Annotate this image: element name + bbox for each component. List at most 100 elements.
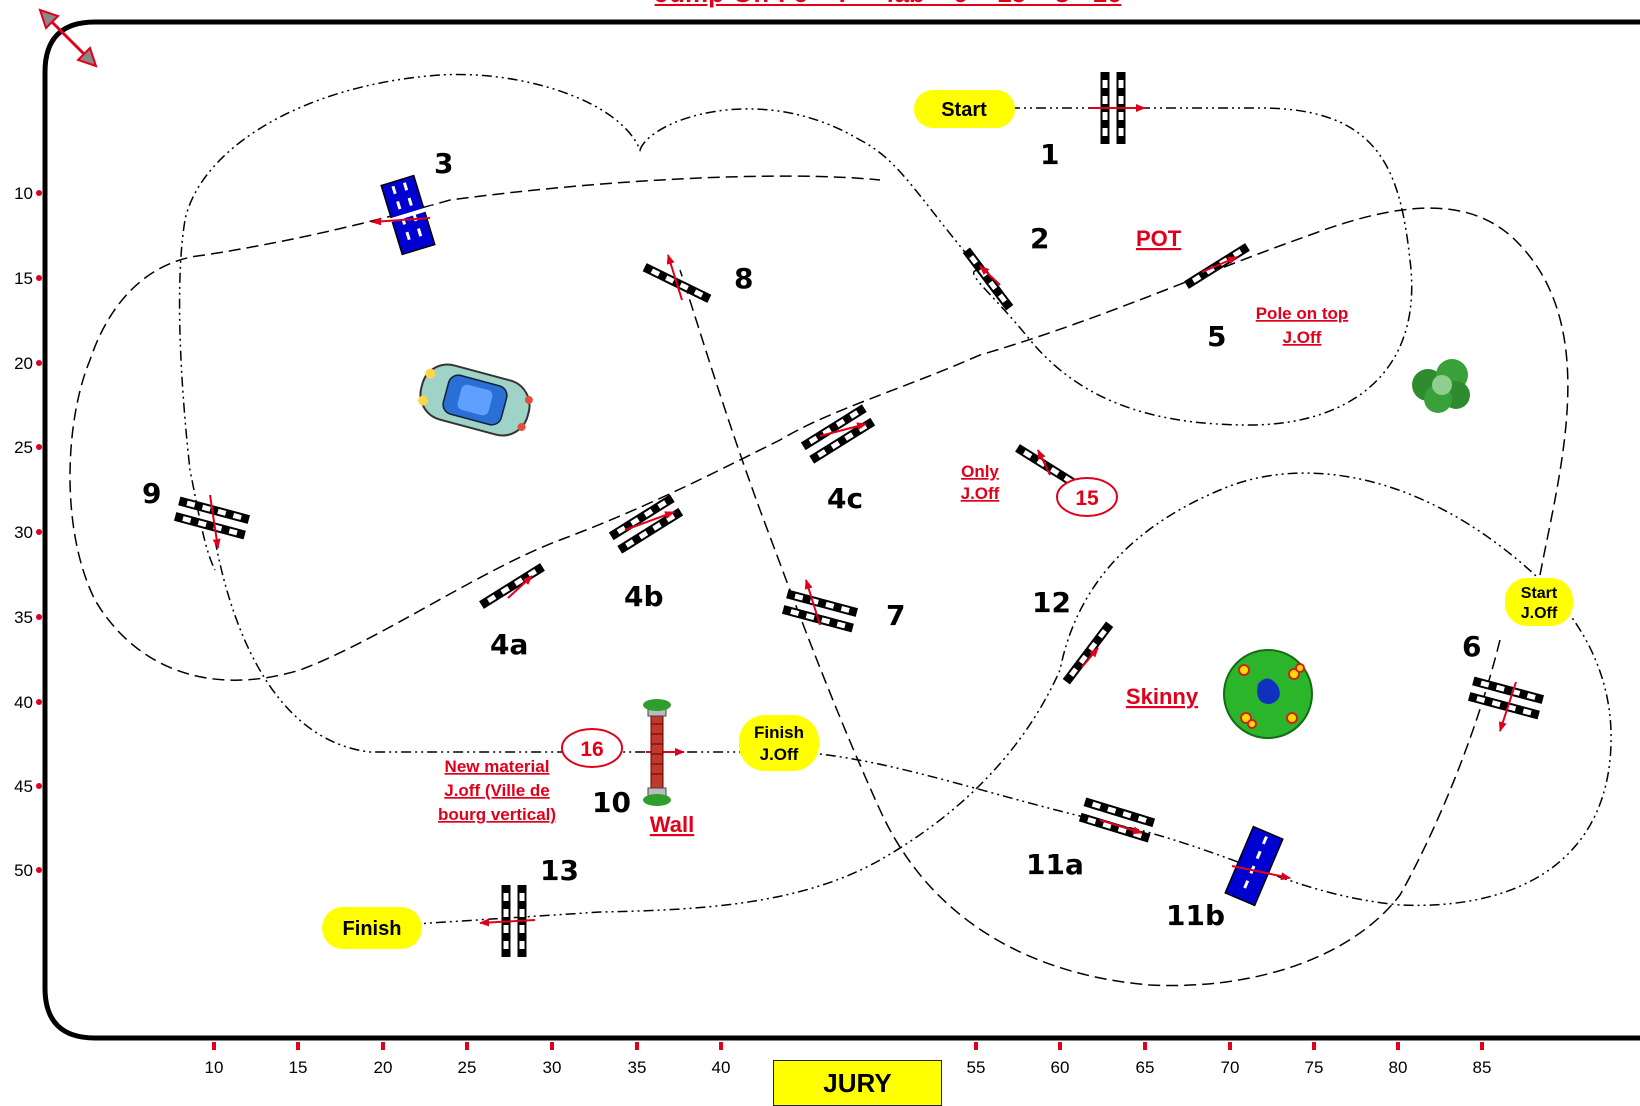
x-tick: 35 bbox=[628, 1042, 647, 1077]
main-track bbox=[178, 73, 1413, 571]
x-tick-label: 35 bbox=[628, 1058, 647, 1077]
arena-border bbox=[42, 19, 1640, 1041]
fence-number-2: 2 bbox=[1030, 222, 1049, 255]
y-tick: 35 bbox=[14, 608, 42, 627]
x-tick: 70 bbox=[1221, 1042, 1240, 1077]
y-tick-label: 35 bbox=[14, 608, 33, 627]
fence-number-13: 13 bbox=[540, 854, 579, 887]
new-material-note-2: J.off (Ville de bbox=[444, 781, 550, 800]
new-material-note-1: New material bbox=[445, 757, 550, 776]
pot-note: POT bbox=[1136, 226, 1182, 251]
y-tick: 20 bbox=[14, 354, 42, 373]
start-joff-marker: Start J.Off bbox=[1505, 578, 1573, 626]
y-tick-label: 50 bbox=[14, 861, 33, 880]
new-material-note-3: bourg vertical) bbox=[438, 805, 556, 824]
fence-number-5: 5 bbox=[1207, 320, 1226, 353]
only-joff-note-2: J.Off bbox=[961, 484, 1000, 503]
jury-box: JURY bbox=[773, 1060, 942, 1106]
x-tick: 55 bbox=[967, 1042, 986, 1077]
wall-note: Wall bbox=[650, 812, 694, 837]
x-tick-label: 80 bbox=[1389, 1058, 1408, 1077]
x-tick: 15 bbox=[289, 1042, 307, 1077]
fence-number-4a: 4a bbox=[490, 628, 528, 661]
y-tick: 15 bbox=[14, 269, 42, 288]
x-axis-ticks: 10 15 20 25 30 35 40 55 60 65 70 75 80 85 bbox=[205, 1042, 1492, 1077]
x-tick-label: 70 bbox=[1221, 1058, 1240, 1077]
y-tick: 40 bbox=[14, 693, 42, 712]
fence-number-4b: 4b bbox=[624, 580, 664, 613]
y-tick-label: 25 bbox=[14, 438, 33, 457]
x-tick: 80 bbox=[1389, 1042, 1408, 1077]
fence-number-7: 7 bbox=[886, 599, 905, 632]
x-tick-label: 30 bbox=[543, 1058, 562, 1077]
fence-number-10: 10 bbox=[592, 786, 631, 819]
x-tick-label: 40 bbox=[712, 1058, 731, 1077]
fence-4a bbox=[479, 563, 545, 609]
x-tick: 60 bbox=[1051, 1042, 1070, 1077]
car-icon bbox=[418, 363, 533, 437]
x-tick-label: 25 bbox=[458, 1058, 477, 1077]
fence-number-11b: 11b bbox=[1166, 899, 1225, 932]
finish-joff-marker: Finish J.Off bbox=[739, 715, 819, 771]
fence-3 bbox=[371, 174, 436, 256]
course-title: Jump-Off : 6 – 7 – 4ab – 9 – 15 – 3 - 16 bbox=[0, 0, 1640, 9]
fence-11b bbox=[1224, 825, 1284, 907]
course-tracks bbox=[69, 73, 1612, 987]
x-tick-label: 65 bbox=[1136, 1058, 1155, 1077]
y-tick: 50 bbox=[14, 861, 42, 880]
y-tick-label: 40 bbox=[14, 693, 33, 712]
x-tick-label: 55 bbox=[967, 1058, 986, 1077]
jumpoff-15-badge: 15 bbox=[1056, 477, 1118, 517]
fence-4b bbox=[608, 494, 684, 554]
fence-2 bbox=[962, 247, 1014, 311]
y-tick: 45 bbox=[14, 777, 42, 796]
y-tick-label: 15 bbox=[14, 269, 33, 288]
finish-joff-label-1: Finish bbox=[754, 723, 804, 742]
finish-marker: Finish bbox=[322, 907, 422, 949]
fence-number-8: 8 bbox=[734, 262, 753, 295]
start-joff-label-2: J.Off bbox=[1521, 605, 1558, 622]
fence-7 bbox=[781, 589, 859, 633]
x-tick: 20 bbox=[374, 1042, 393, 1077]
fence-11a bbox=[1078, 797, 1156, 843]
track-9-to-10 bbox=[214, 539, 740, 753]
direction-arrows bbox=[209, 104, 1517, 927]
fence-number-12: 12 bbox=[1032, 586, 1071, 619]
pole-on-top-note-1: Pole on top bbox=[1256, 304, 1349, 323]
x-tick: 30 bbox=[543, 1042, 562, 1077]
x-tick: 10 bbox=[205, 1042, 224, 1077]
fence-15 bbox=[1015, 444, 1081, 490]
x-tick-label: 60 bbox=[1051, 1058, 1070, 1077]
x-tick-label: 75 bbox=[1305, 1058, 1324, 1077]
fence-number-6: 6 bbox=[1462, 630, 1481, 663]
y-tick-label: 10 bbox=[14, 184, 33, 203]
pole-on-top-note-2: J.Off bbox=[1283, 328, 1322, 347]
x-tick: 75 bbox=[1305, 1042, 1324, 1077]
fence-number-11a: 11a bbox=[1026, 848, 1084, 881]
start-marker: Start bbox=[914, 90, 1015, 128]
course-title-text: Jump-Off : 6 – 7 – 4ab – 9 – 15 – 3 - 16 bbox=[655, 0, 1122, 8]
compass-arrow-icon bbox=[38, 8, 98, 68]
fence-number-3: 3 bbox=[434, 147, 453, 180]
y-tick-label: 20 bbox=[14, 354, 33, 373]
x-tick-label: 20 bbox=[374, 1058, 393, 1077]
only-joff-note-1: Only bbox=[961, 462, 999, 481]
y-axis-ticks: 10 15 20 25 30 35 40 45 50 bbox=[14, 184, 42, 880]
jumpoff-16-badge: 16 bbox=[561, 728, 623, 768]
flower-bed-icon bbox=[1223, 649, 1313, 739]
y-tick: 10 bbox=[14, 184, 42, 203]
finish-label: Finish bbox=[343, 918, 402, 940]
skinny-note: Skinny bbox=[1126, 684, 1199, 709]
fence-number-9: 9 bbox=[142, 477, 161, 510]
x-tick-label: 10 bbox=[205, 1058, 224, 1077]
fence-10-wall bbox=[643, 699, 671, 806]
fence-number-4c: 4c bbox=[827, 482, 863, 515]
x-tick: 40 bbox=[712, 1042, 731, 1077]
y-tick-label: 45 bbox=[14, 777, 33, 796]
y-tick: 30 bbox=[14, 523, 42, 542]
jumpoff-15-number: 15 bbox=[1075, 487, 1099, 510]
jumpoff-track-b bbox=[679, 269, 1501, 987]
x-tick-label: 85 bbox=[1473, 1058, 1492, 1077]
start-label: Start bbox=[941, 99, 987, 121]
